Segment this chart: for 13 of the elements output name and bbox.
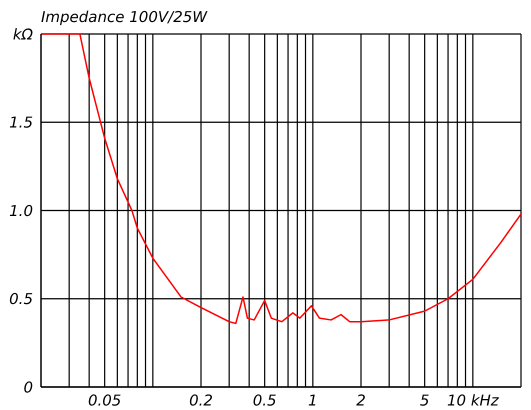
- x-tick-label: 0.5: [252, 392, 277, 410]
- y-tick-label: 1.5: [9, 114, 33, 132]
- x-tick-label: 2: [356, 392, 366, 410]
- x-tick-label: 0.2: [189, 392, 213, 410]
- y-tick-label: 1.0: [9, 202, 33, 220]
- x-tick-label: 10 kHz: [446, 392, 500, 410]
- y-tick-label: kΩ: [12, 25, 34, 44]
- x-tick-label: 5: [420, 392, 430, 410]
- x-tick-label: 0.05: [88, 392, 122, 410]
- y-tick-label: 0: [23, 378, 33, 396]
- x-tick-label: 1: [308, 392, 318, 410]
- y-tick-label: 0.5: [9, 290, 33, 308]
- chart-title: Impedance 100V/25W: [41, 8, 208, 26]
